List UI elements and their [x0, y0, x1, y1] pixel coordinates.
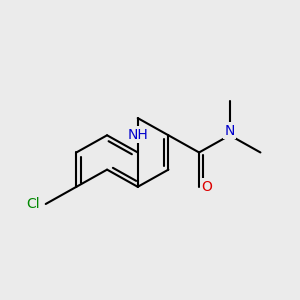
- Text: N: N: [225, 124, 235, 138]
- Text: Cl: Cl: [26, 197, 40, 211]
- Text: O: O: [201, 180, 212, 194]
- Text: N: N: [225, 124, 235, 138]
- Text: O: O: [201, 180, 212, 194]
- Text: NH: NH: [128, 128, 148, 142]
- Text: Cl: Cl: [26, 197, 40, 211]
- Text: NH: NH: [128, 128, 148, 142]
